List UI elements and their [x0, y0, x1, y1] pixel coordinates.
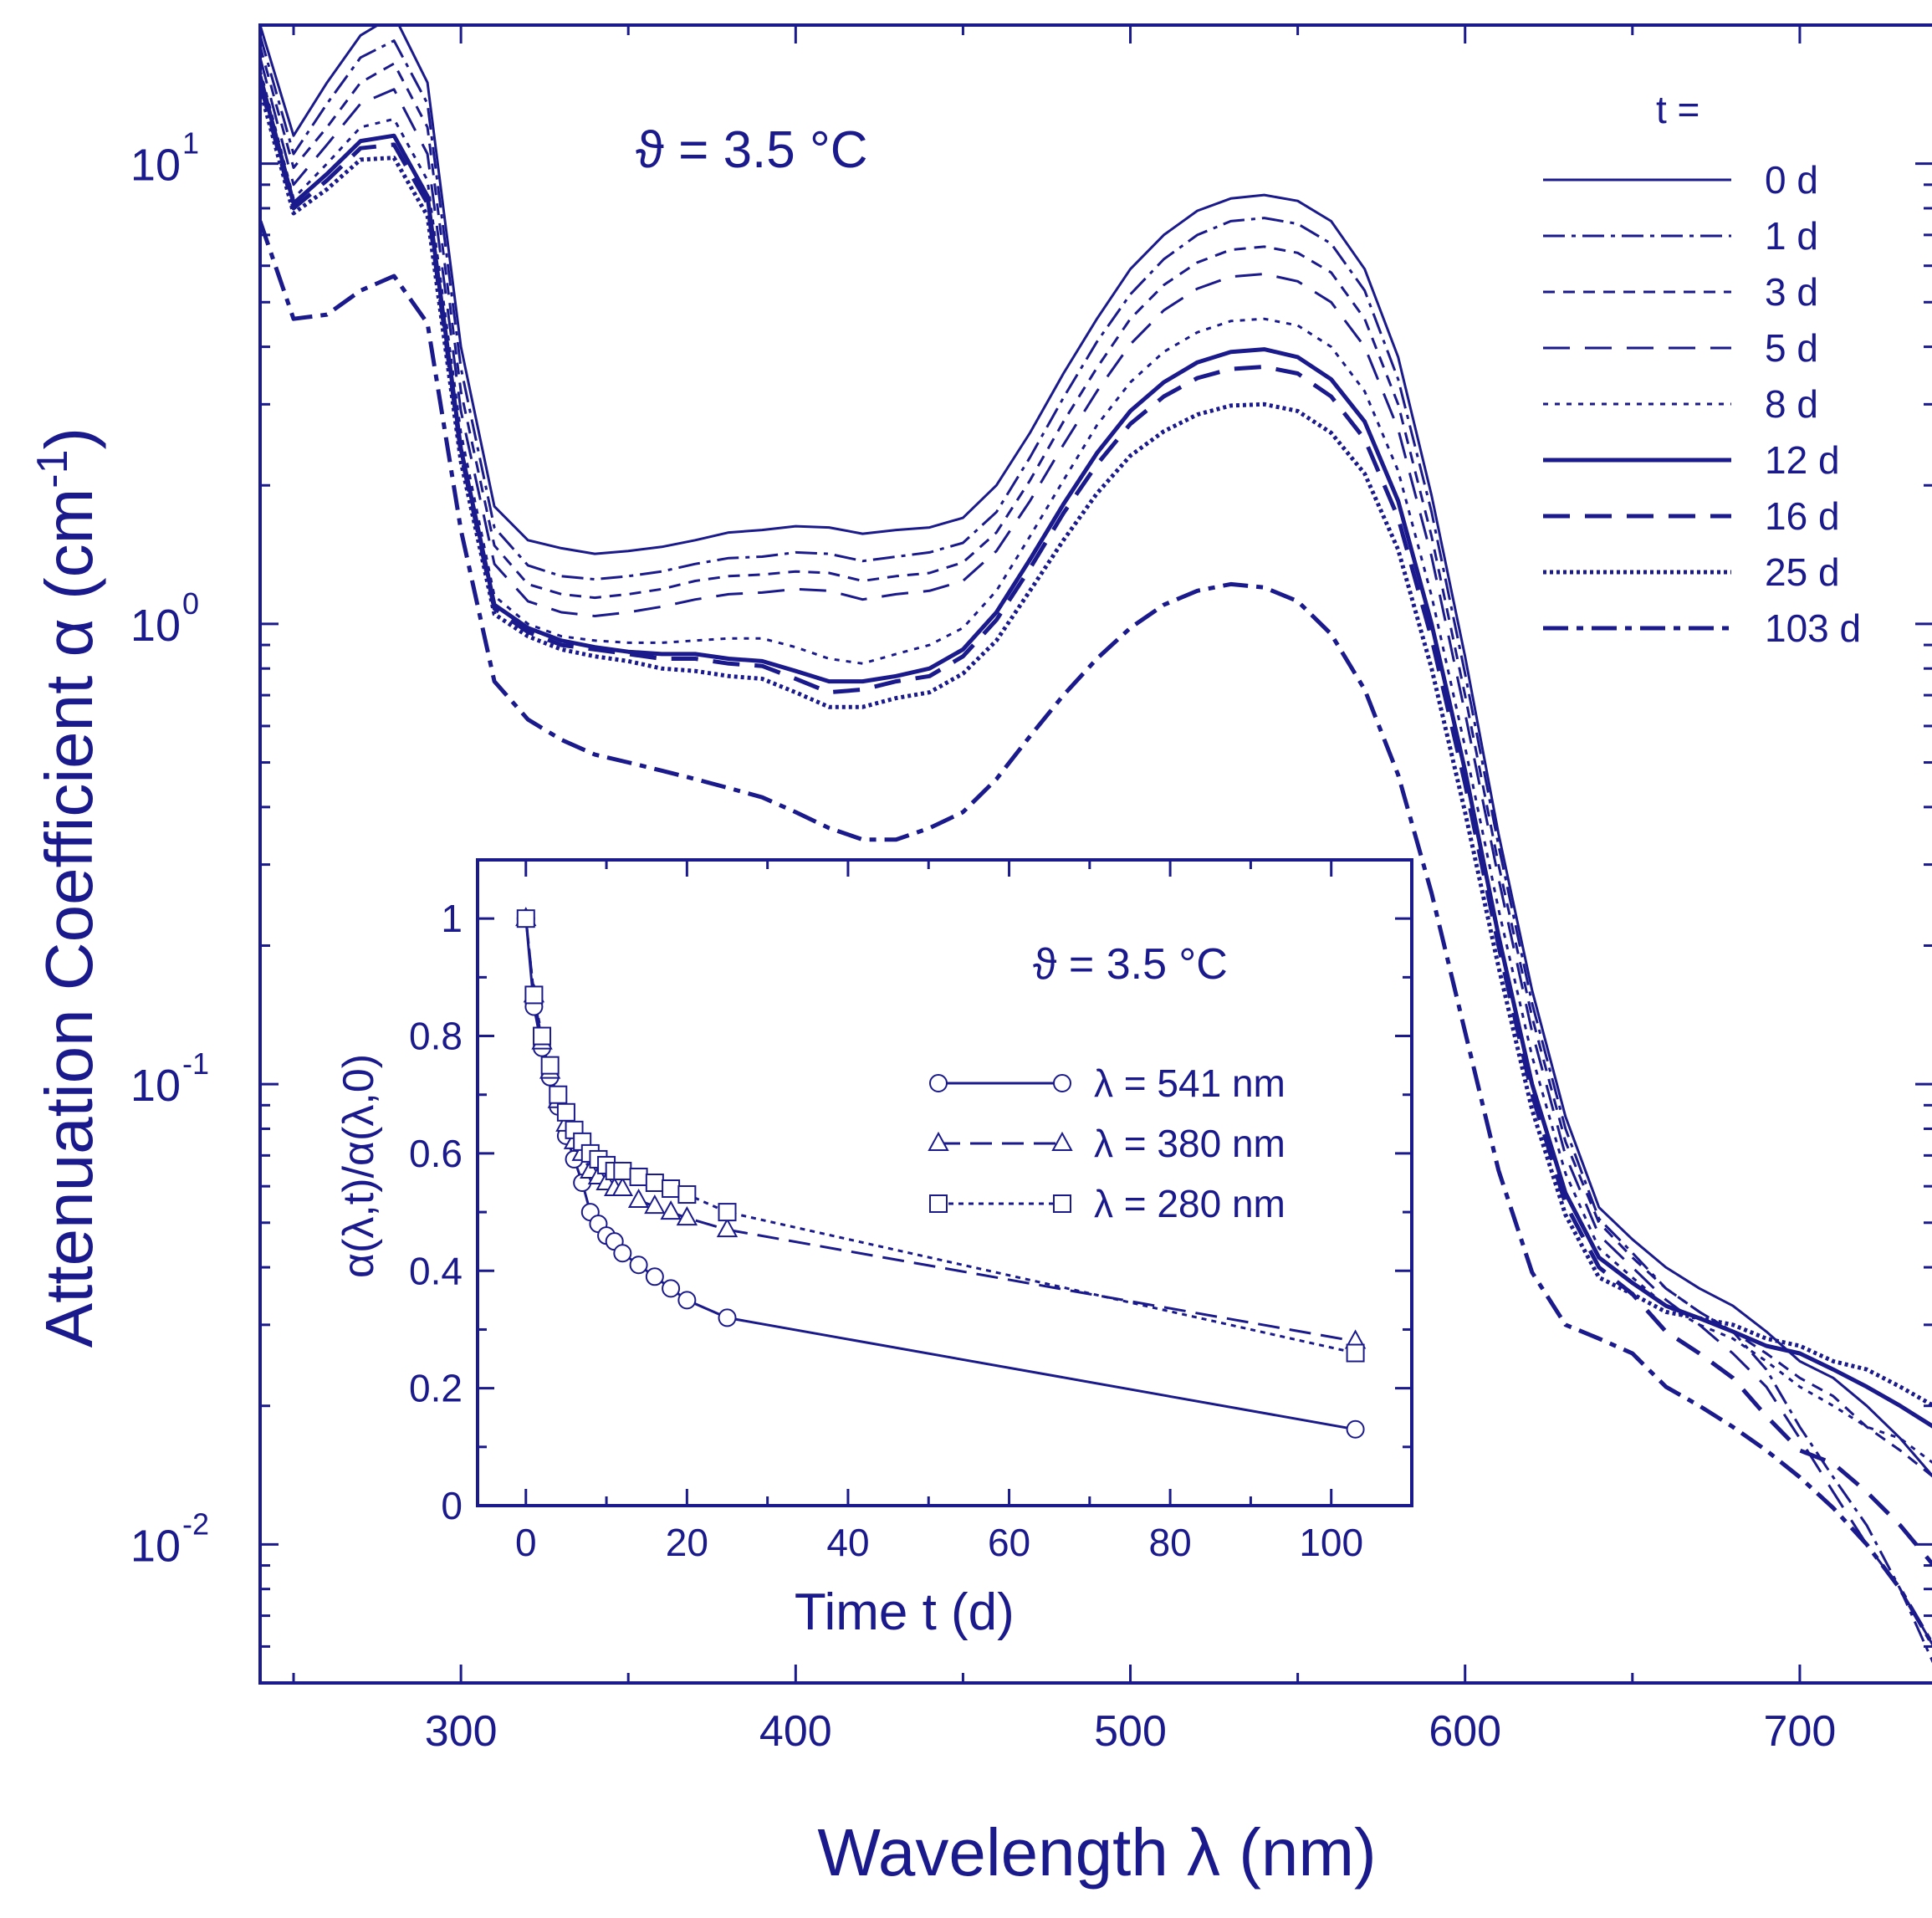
y-tick-label: 10 -1: [130, 1046, 209, 1111]
x-tick-label: 600: [1429, 1707, 1501, 1756]
data-point-triangle: [660, 1200, 682, 1220]
series-line-8d: [260, 69, 1932, 1464]
x-tick-label: 500: [1094, 1707, 1167, 1756]
y-tick-label-exponent: -1: [182, 1046, 209, 1081]
legend-label: 12 d: [1765, 438, 1840, 482]
y-tick-label-base: 10: [130, 141, 181, 191]
data-point-triangle: [928, 1131, 949, 1151]
data-point-square: [533, 1026, 552, 1046]
legend-label: 1 d: [1765, 214, 1818, 258]
series-line-103d: [260, 220, 1932, 1648]
series-line-0d: [260, 25, 1932, 1477]
data-point-square: [629, 1167, 648, 1186]
inset-y-tick-label: 0.2: [409, 1367, 463, 1410]
legend-label: 25 d: [1765, 550, 1840, 594]
inset-y-tick-label: 0.6: [409, 1132, 463, 1175]
main-plot-frame: [258, 23, 1932, 1685]
inset-series-group: [515, 907, 1367, 1439]
series-line-5d: [260, 57, 1932, 1646]
data-point-circle: [645, 1267, 664, 1286]
data-point-square: [1053, 1194, 1071, 1213]
inset-y-tick-label: 0.4: [409, 1249, 463, 1292]
data-point-triangle: [644, 1194, 666, 1215]
data-point-circle: [662, 1279, 681, 1298]
temperature-annotation: ϑ = 3.5 °C: [636, 121, 868, 179]
data-point-triangle: [611, 1176, 634, 1197]
inset-y-axis-label: α(λ,t)/α(λ,0): [335, 1054, 383, 1278]
x-axis-label: Wavelength λ (nm): [817, 1815, 1376, 1890]
inset-frame: [476, 858, 1413, 1507]
series-line-3d: [260, 45, 1932, 1478]
inset-x-axis-label: Time t (d): [795, 1583, 1015, 1641]
data-point-circle: [613, 1244, 632, 1263]
data-point-square: [662, 1179, 681, 1199]
data-point-square: [524, 985, 544, 1005]
data-point-square: [1346, 1343, 1365, 1363]
inset-legend-label: λ = 380 nm: [1094, 1122, 1285, 1165]
inset-legend: λ = 541 nm λ = 380 nm λ = 280 nm: [928, 1061, 1285, 1225]
x-tick-label: 400: [759, 1707, 832, 1756]
legend-label: 8 d: [1765, 382, 1818, 426]
inset-legend-label: λ = 280 nm: [1094, 1182, 1285, 1225]
data-point-square: [549, 1085, 568, 1104]
y-axis-label: Attenuation Coefficient α (cm-1): [28, 427, 106, 1348]
y-tick-label-exponent: -2: [182, 1506, 209, 1541]
inset-plot: 0 20 40 60 80 100 0 0.2 0.4 0.6 0.8 1 Time t (d) α(λ,…: [335, 858, 1413, 1641]
inset-y-tick-label: 1: [441, 897, 463, 940]
data-point-square: [929, 1194, 948, 1213]
inset-legend-label: λ = 541 nm: [1094, 1061, 1285, 1105]
main-legend: t = 0 d 1 d 3 d 5 d 8 d 12 d 16 d 25 d 103 d: [1543, 88, 1861, 650]
series-line-25d: [260, 89, 1932, 1408]
inset-y-tick-label: 0: [441, 1484, 463, 1527]
y-tick-label: 10 -2: [130, 1506, 209, 1571]
inset-x-tick-label: 40: [826, 1521, 869, 1564]
main-series-group: [260, 25, 1932, 1664]
y-tick-label: 10 1: [130, 126, 199, 191]
data-point-square: [516, 909, 535, 928]
data-point-square: [645, 1174, 664, 1192]
legend-label: 3 d: [1765, 270, 1818, 314]
data-point-circle: [629, 1256, 648, 1275]
legend-label: 16 d: [1765, 494, 1840, 538]
y-tick-label-base: 10: [130, 1521, 181, 1571]
y-tick-label-base: 10: [130, 1061, 181, 1111]
inset-x-tick-label: 60: [988, 1521, 1030, 1564]
y-tick-label: 10 0: [130, 586, 199, 651]
x-tick-label: 700: [1764, 1707, 1837, 1756]
inset-x-tick-label: 80: [1149, 1521, 1192, 1564]
data-point-square: [718, 1203, 737, 1222]
y-tick-label-base: 10: [130, 601, 181, 651]
legend-title: t =: [1656, 88, 1699, 131]
inset-x-tick-label: 0: [515, 1521, 537, 1564]
data-point-circle: [677, 1291, 697, 1310]
legend-label: 103 d: [1765, 606, 1861, 650]
y-tick-label-exponent: 0: [182, 586, 199, 621]
data-point-square: [556, 1102, 575, 1122]
data-point-triangle: [716, 1218, 739, 1238]
data-point-circle: [718, 1308, 737, 1327]
inset-x-tick-label: 100: [1299, 1521, 1363, 1564]
legend-label: 0 d: [1765, 158, 1818, 202]
data-point-square: [613, 1161, 632, 1180]
data-point-triangle: [627, 1188, 650, 1209]
x-tick-label: 300: [425, 1707, 498, 1756]
inset-temperature-annotation: ϑ = 3.5 °C: [1033, 940, 1228, 989]
data-point-circle: [929, 1074, 948, 1092]
series-line-16d: [260, 82, 1932, 1568]
data-point-triangle: [1051, 1131, 1073, 1151]
inset-y-tick-label: 0.8: [409, 1015, 463, 1058]
data-point-triangle: [676, 1206, 698, 1226]
data-point-circle: [1053, 1074, 1071, 1092]
y-tick-label-exponent: 1: [182, 126, 199, 161]
inset-x-tick-label: 20: [666, 1521, 708, 1564]
data-point-square: [677, 1185, 697, 1205]
legend-label: 5 d: [1765, 326, 1818, 370]
data-point-circle: [1346, 1419, 1365, 1439]
series-line-12d: [260, 75, 1932, 1429]
data-point-square: [540, 1056, 560, 1075]
